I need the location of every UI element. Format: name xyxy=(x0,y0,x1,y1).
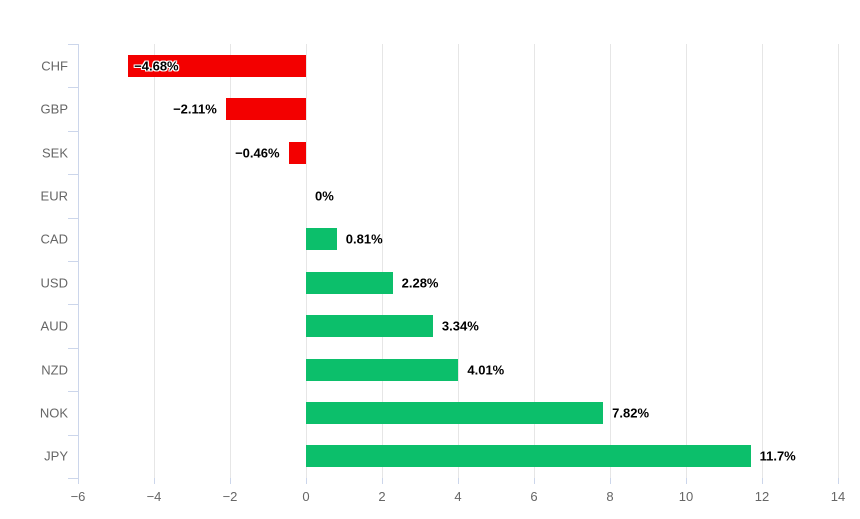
category-label-gbp: GBP xyxy=(40,101,68,117)
category-axis-tick xyxy=(68,44,78,45)
x-tick-label--6: −6 xyxy=(70,489,86,504)
x-tick-label-0: 0 xyxy=(302,489,310,504)
gridline-vertical xyxy=(382,44,383,478)
value-axis-tick xyxy=(230,478,231,484)
gridline-vertical xyxy=(230,44,231,478)
x-tick-label-2: 2 xyxy=(378,489,386,504)
value-axis-tick xyxy=(686,478,687,484)
value-label-sek: −0.46% xyxy=(235,145,280,160)
category-label-cad: CAD xyxy=(40,231,68,247)
category-axis-tick xyxy=(68,434,78,436)
gridline-vertical xyxy=(686,44,687,478)
bar-gbp[interactable] xyxy=(225,98,306,121)
value-axis-tick xyxy=(154,478,155,484)
x-tick-label-8: 8 xyxy=(606,489,614,504)
value-label-chf: −4.68% xyxy=(134,58,179,74)
category-label-jpy: JPY xyxy=(44,448,68,464)
x-tick-label-12: 12 xyxy=(754,489,770,504)
x-tick-label-6: 6 xyxy=(530,489,538,504)
gridline-vertical xyxy=(306,44,307,478)
category-axis-tick xyxy=(68,391,78,393)
value-axis-tick xyxy=(306,478,307,484)
category-axis-line xyxy=(78,44,79,478)
category-label-nok: NOK xyxy=(39,405,68,421)
category-axis-tick xyxy=(68,261,78,262)
gridline-vertical xyxy=(762,44,763,478)
bar-nok[interactable] xyxy=(306,401,604,424)
category-axis-tick xyxy=(68,217,78,219)
bar-nzd[interactable] xyxy=(306,358,459,381)
gridline-vertical xyxy=(610,44,611,478)
gridline-vertical xyxy=(534,44,535,478)
value-axis-tick xyxy=(534,478,535,484)
value-axis-tick xyxy=(838,478,839,484)
bar-cad[interactable] xyxy=(306,228,337,251)
bar-usd[interactable] xyxy=(306,271,393,294)
value-label-usd: 2.28% xyxy=(401,275,439,291)
value-label-nok: 7.82% xyxy=(612,405,650,421)
x-tick-label-4: 4 xyxy=(454,489,462,504)
category-label-usd: USD xyxy=(40,275,68,291)
value-axis-tick xyxy=(610,478,611,484)
category-axis-tick xyxy=(68,347,78,349)
category-label-sek: SEK xyxy=(41,145,68,160)
value-axis-tick xyxy=(382,478,383,484)
category-label-eur: EUR xyxy=(40,188,68,204)
value-label-jpy: 11.7% xyxy=(759,448,796,464)
x-tick-label--2: −2 xyxy=(222,489,238,504)
category-axis-tick xyxy=(68,478,78,479)
gridline-vertical xyxy=(154,44,155,478)
x-tick-label-14: 14 xyxy=(830,489,846,504)
bar-aud[interactable] xyxy=(306,315,433,338)
value-label-eur: 0% xyxy=(315,188,334,204)
value-axis-tick xyxy=(458,478,459,484)
x-tick-label--4: −4 xyxy=(146,489,162,504)
x-tick-label-10: 10 xyxy=(678,489,694,504)
category-label-aud: AUD xyxy=(40,318,68,334)
category-axis-tick xyxy=(68,174,78,176)
bar-sek[interactable] xyxy=(288,141,306,164)
category-axis-tick xyxy=(68,304,78,306)
gridline-vertical xyxy=(458,44,459,478)
value-axis-tick xyxy=(78,478,79,484)
value-label-nzd: 4.01% xyxy=(467,362,505,377)
category-axis-tick xyxy=(68,87,78,89)
category-label-nzd: NZD xyxy=(41,362,68,377)
bar-chf[interactable] xyxy=(128,54,306,77)
value-label-gbp: −2.11% xyxy=(173,101,217,117)
bar-jpy[interactable] xyxy=(306,445,751,468)
gridline-vertical xyxy=(838,44,839,478)
value-label-aud: 3.34% xyxy=(441,318,479,334)
category-label-chf: CHF xyxy=(41,58,68,74)
category-axis-tick xyxy=(68,130,78,132)
value-label-cad: 0.81% xyxy=(345,231,383,247)
value-axis-tick xyxy=(762,478,763,484)
